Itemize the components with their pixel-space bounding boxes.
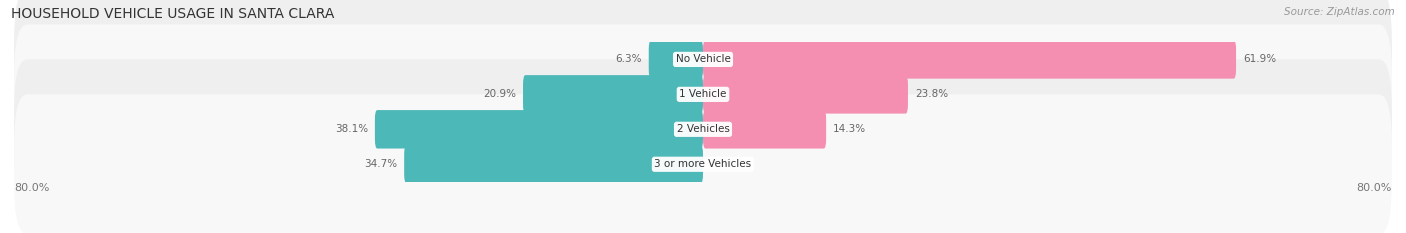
Text: HOUSEHOLD VEHICLE USAGE IN SANTA CLARA: HOUSEHOLD VEHICLE USAGE IN SANTA CLARA	[11, 7, 335, 21]
Text: Source: ZipAtlas.com: Source: ZipAtlas.com	[1284, 7, 1395, 17]
FancyBboxPatch shape	[375, 110, 703, 149]
FancyBboxPatch shape	[14, 59, 1392, 199]
Text: 14.3%: 14.3%	[832, 124, 866, 134]
Text: 80.0%: 80.0%	[1357, 184, 1392, 193]
FancyBboxPatch shape	[523, 75, 703, 114]
FancyBboxPatch shape	[703, 40, 1236, 79]
Legend: Owner-occupied, Renter-occupied: Owner-occupied, Renter-occupied	[592, 231, 814, 233]
FancyBboxPatch shape	[14, 24, 1392, 164]
FancyBboxPatch shape	[703, 75, 908, 114]
Text: No Vehicle: No Vehicle	[675, 55, 731, 64]
Text: 2 Vehicles: 2 Vehicles	[676, 124, 730, 134]
Text: 0.0%: 0.0%	[710, 159, 737, 169]
FancyBboxPatch shape	[14, 94, 1392, 233]
Text: 20.9%: 20.9%	[484, 89, 516, 99]
Text: 6.3%: 6.3%	[616, 55, 643, 64]
Text: 1 Vehicle: 1 Vehicle	[679, 89, 727, 99]
Text: 61.9%: 61.9%	[1243, 55, 1277, 64]
Text: 23.8%: 23.8%	[915, 89, 948, 99]
FancyBboxPatch shape	[703, 110, 827, 149]
FancyBboxPatch shape	[404, 145, 703, 184]
Text: 38.1%: 38.1%	[335, 124, 368, 134]
FancyBboxPatch shape	[648, 40, 703, 79]
FancyBboxPatch shape	[14, 0, 1392, 129]
Text: 34.7%: 34.7%	[364, 159, 398, 169]
Text: 3 or more Vehicles: 3 or more Vehicles	[654, 159, 752, 169]
Text: 80.0%: 80.0%	[14, 184, 49, 193]
